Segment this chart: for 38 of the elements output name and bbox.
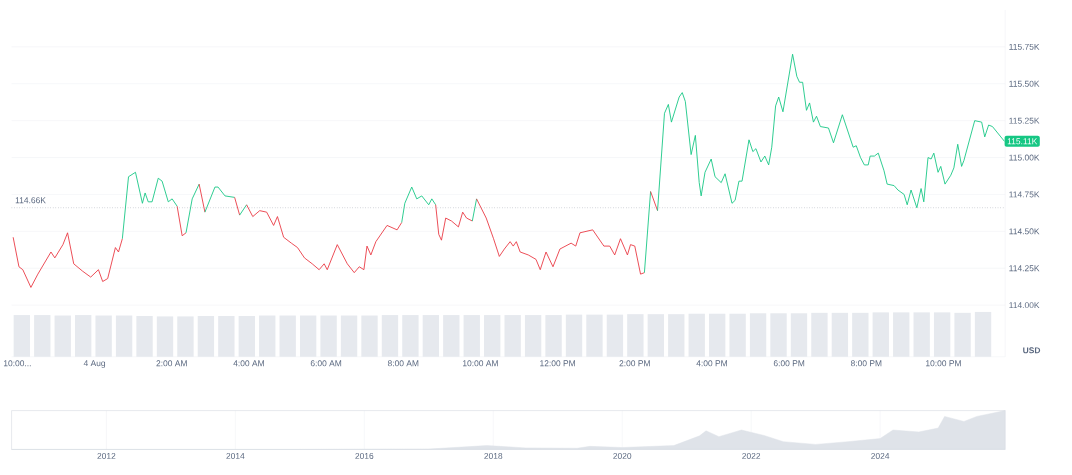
x-tick-label: 2018: [484, 452, 503, 459]
x-tick-label: 2:00 AM: [156, 360, 187, 367]
x-tick-label: 8:00 AM: [387, 360, 419, 367]
line-series: [435, 204, 473, 241]
x-tick-label: 2014: [226, 452, 245, 459]
text: USD: [1023, 347, 1041, 354]
y-tick-label: 115.50K: [1009, 80, 1040, 87]
x-tick-label: 2016: [355, 452, 374, 459]
line-series: [476, 198, 645, 275]
x-tick-label: 10:00 PM: [926, 360, 961, 367]
y-tick-label: 115.25K: [1009, 117, 1040, 124]
y-tick-label: 114.25K: [1009, 265, 1040, 272]
x-tick-label: 2020: [613, 452, 632, 459]
x-tick-label: 6:00 AM: [310, 360, 342, 367]
x-tick-label: 2:00 PM: [619, 360, 650, 367]
annotation: 115.11K: [1007, 138, 1038, 145]
x-tick-label: 10:00 AM: [463, 360, 498, 367]
x-tick-label: 4:00 AM: [233, 360, 264, 367]
y-tick-label: 114.75K: [1009, 191, 1040, 198]
line-series: [12, 232, 123, 288]
line-series: [401, 186, 437, 223]
line-series: [121, 171, 178, 239]
x-tick-label: 10:00...: [3, 360, 31, 367]
y-tick-label: 114.00K: [1009, 301, 1040, 308]
x-tick-label: 12:00 PM: [540, 360, 575, 367]
x-tick-label: 2022: [742, 452, 761, 459]
y-tick-label: 115.75K: [1009, 43, 1040, 50]
x-tick-label: 6:00 PM: [773, 360, 805, 367]
x-tick-label: 2012: [97, 452, 116, 459]
x-tick-label: 2024: [871, 452, 890, 459]
y-tick-label: 115.00K: [1009, 154, 1040, 161]
x-tick-label: 4 Aug: [83, 360, 106, 368]
line-series: [246, 204, 403, 273]
x-tick-label: 4:00 PM: [696, 360, 727, 367]
x-tick-label: 8:00 PM: [850, 360, 882, 367]
ref-line-label: 114.66K: [15, 197, 46, 204]
y-tick-label: 114.50K: [1009, 228, 1040, 235]
line-series: [204, 186, 236, 213]
